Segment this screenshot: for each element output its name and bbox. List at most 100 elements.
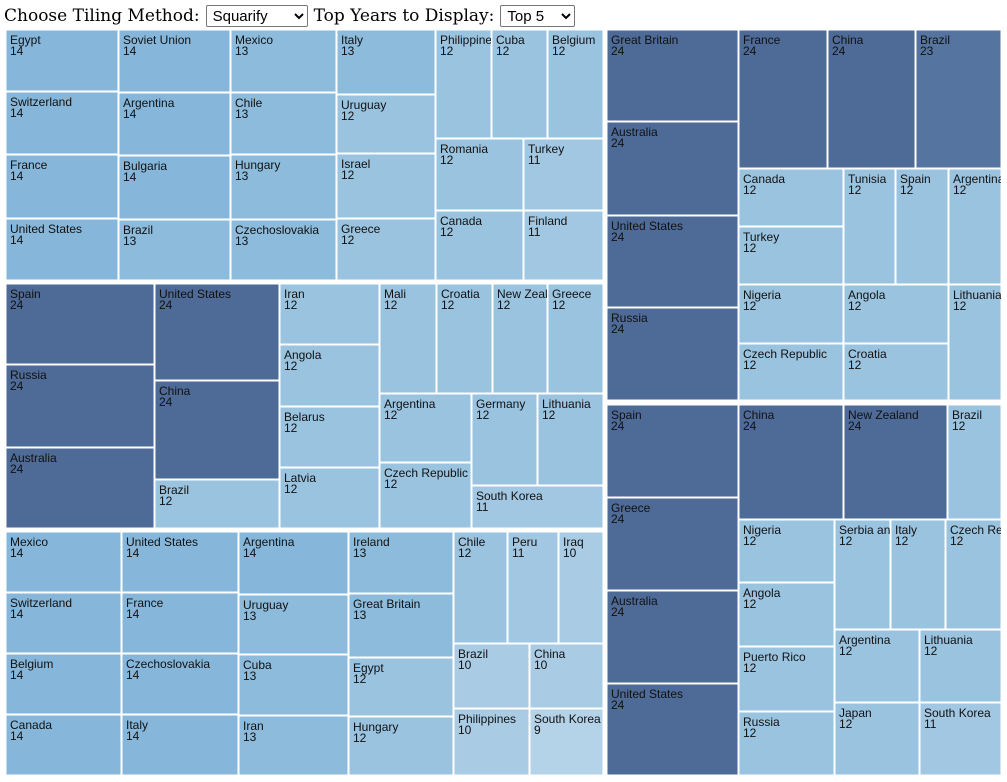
treemap-rect xyxy=(738,29,828,169)
treemap-label: Peru xyxy=(512,535,537,549)
treemap-value: 12 xyxy=(950,534,964,548)
treemap-value: 12 xyxy=(743,299,757,313)
treemap-rect xyxy=(843,404,948,520)
tiling-method-select[interactable]: Squarify xyxy=(205,5,308,27)
treemap-label: Australia xyxy=(611,594,658,608)
treemap-value: 13 xyxy=(243,730,257,744)
treemap-label: Russia xyxy=(10,368,47,382)
treemap-label: New Zealand xyxy=(848,408,919,422)
treemap-value: 14 xyxy=(126,668,140,682)
treemap-label: Italy xyxy=(895,523,917,537)
treemap-label: China xyxy=(534,647,566,661)
top-years-select[interactable]: Top 5 xyxy=(500,5,576,27)
treemap-rect xyxy=(5,592,122,654)
treemap-rect xyxy=(606,590,739,684)
treemap-value: 24 xyxy=(10,462,24,476)
treemap-label: United States xyxy=(126,535,198,549)
treemap-label: Hungary xyxy=(353,720,398,734)
treemap-label: France xyxy=(743,33,781,47)
treemap-label: Great Britain xyxy=(611,33,678,47)
treemap-rect xyxy=(154,380,280,480)
treemap-rect xyxy=(121,531,239,593)
treemap-label: Japan xyxy=(839,706,872,720)
treemap-value: 14 xyxy=(243,546,257,560)
treemap-value: 24 xyxy=(848,419,862,433)
treemap-rect xyxy=(827,29,916,169)
treemap-value: 14 xyxy=(123,170,137,184)
treemap-value: 14 xyxy=(10,546,24,560)
treemap-label: Finland xyxy=(528,214,567,228)
treemap-label: Cuba xyxy=(496,33,525,47)
treemap-rect xyxy=(5,218,119,281)
treemap-value: 12 xyxy=(341,168,355,182)
treemap-rect xyxy=(336,153,436,219)
treemap-label: Czech Republic xyxy=(384,466,468,480)
treemap-rect xyxy=(436,283,493,394)
treemap-rect xyxy=(834,702,920,776)
treemap-value: 11 xyxy=(512,546,525,560)
treemap-label: Turkey xyxy=(528,142,564,156)
treemap-label: Canada xyxy=(440,214,482,228)
treemap-rect xyxy=(606,29,739,122)
treemap-label: New Zealand xyxy=(497,287,568,301)
treemap-rect xyxy=(529,643,604,709)
treemap-value: 12 xyxy=(953,183,967,197)
treemap-label: Russia xyxy=(611,311,648,325)
treemap-rect xyxy=(606,215,739,308)
treemap-label: Egypt xyxy=(353,661,384,675)
treemap-label: Lithuania xyxy=(953,288,1002,302)
treemap-value: 24 xyxy=(832,44,846,58)
treemap-value: 12 xyxy=(848,183,862,197)
treemap-rect xyxy=(606,121,739,216)
treemap-value: 14 xyxy=(126,729,140,743)
treemap-label: Brazil xyxy=(952,408,982,422)
treemap-rect xyxy=(279,406,380,468)
treemap-rect xyxy=(919,629,1002,703)
treemap-value: 12 xyxy=(552,298,566,312)
treemap-rect xyxy=(379,393,472,463)
treemap-value: 24 xyxy=(611,136,625,150)
treemap-value: 12 xyxy=(440,153,454,167)
treemap-value: 12 xyxy=(848,299,862,313)
treemap-label: Latvia xyxy=(284,471,316,485)
treemap-value: 12 xyxy=(743,241,757,255)
treemap-label: South Korea xyxy=(924,706,991,720)
treemap-label: Argentina xyxy=(953,172,1005,186)
treemap-rect xyxy=(471,485,604,529)
treemap-label: Angola xyxy=(743,586,781,600)
treemap-rect xyxy=(606,683,739,776)
treemap-rect xyxy=(238,531,349,595)
treemap-group-3: Mexico14Switzerland14Belgium14Canada14Un… xyxy=(5,531,604,776)
treemap-rect xyxy=(547,29,604,139)
treemap-label: Russia xyxy=(743,715,780,729)
treemap-value: 14 xyxy=(10,233,24,247)
treemap-rect xyxy=(834,519,891,630)
treemap-value: 14 xyxy=(126,607,140,621)
